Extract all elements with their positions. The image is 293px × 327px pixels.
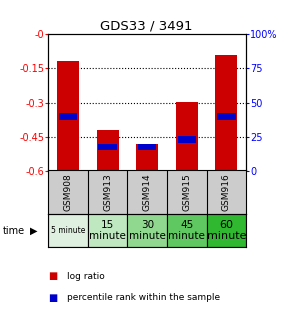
Bar [167, 214, 207, 247]
Text: GSM913: GSM913 [103, 173, 112, 211]
Bar [217, 113, 236, 120]
Bar [48, 214, 88, 247]
Bar [207, 214, 246, 247]
Bar [98, 144, 117, 150]
Text: ■: ■ [48, 293, 58, 302]
Text: GSM915: GSM915 [182, 173, 191, 211]
Text: 5 minute: 5 minute [51, 226, 85, 235]
Text: 30
minute: 30 minute [129, 220, 166, 241]
Bar [138, 144, 156, 150]
Bar [59, 113, 77, 120]
Text: time: time [3, 226, 25, 235]
Text: percentile rank within the sample: percentile rank within the sample [67, 293, 221, 302]
Text: ▶: ▶ [30, 226, 38, 235]
Bar [136, 144, 158, 171]
Text: 45
minute: 45 minute [168, 220, 205, 241]
Text: log ratio: log ratio [67, 272, 105, 281]
Bar [215, 55, 237, 171]
Bar [88, 214, 127, 247]
Text: GDS33 / 3491: GDS33 / 3491 [100, 20, 193, 33]
Bar [97, 130, 119, 171]
Bar [127, 214, 167, 247]
Text: 15
minute: 15 minute [89, 220, 126, 241]
Bar [176, 101, 198, 171]
Bar [178, 136, 196, 143]
Text: ■: ■ [48, 271, 58, 281]
Text: GSM916: GSM916 [222, 173, 231, 211]
Text: 60
minute: 60 minute [207, 220, 246, 241]
Bar [57, 60, 79, 171]
Text: GSM914: GSM914 [143, 173, 152, 211]
Text: GSM908: GSM908 [64, 173, 73, 211]
